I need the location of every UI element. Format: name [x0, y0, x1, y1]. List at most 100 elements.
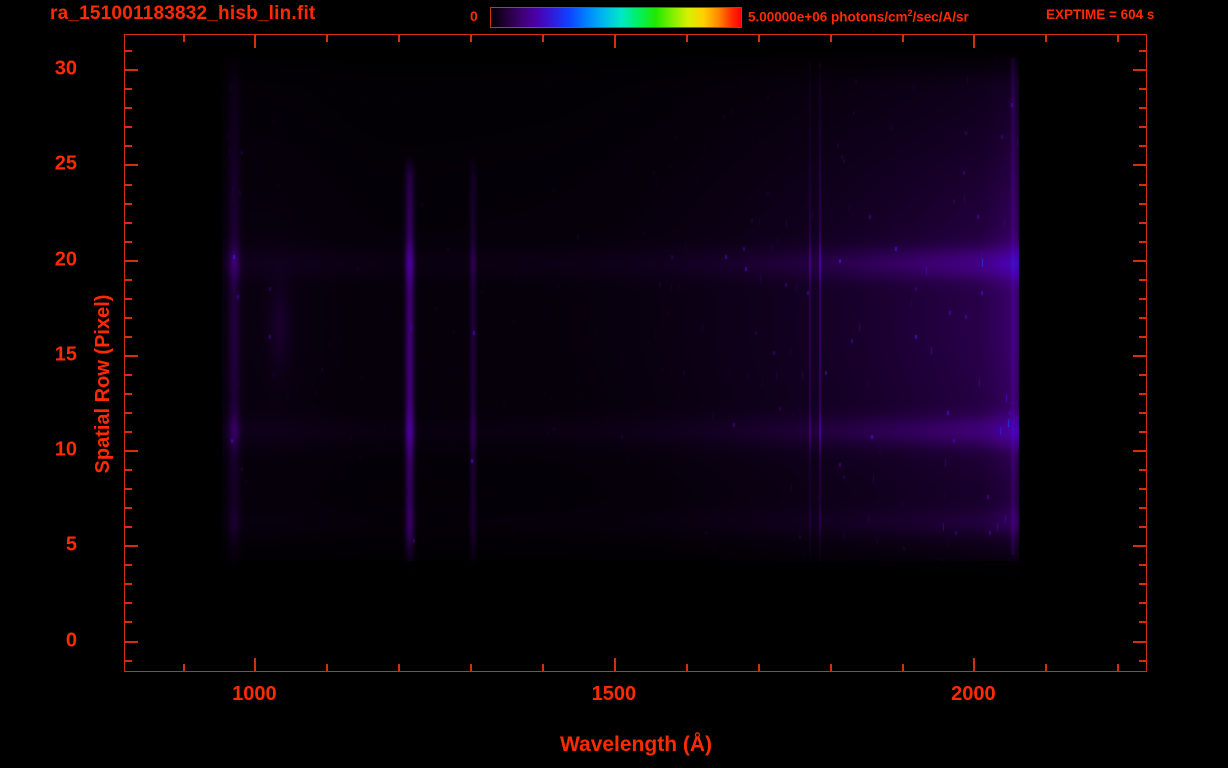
y-tick-minor [125, 126, 132, 129]
x-tick-label: 2000 [951, 683, 996, 705]
y-tick-minor [125, 107, 132, 110]
spectral-heatmap [125, 35, 1146, 671]
x-tick-minor-top [470, 35, 473, 42]
colorbar-min-label: 0 [470, 8, 478, 24]
y-tick-minor [125, 50, 132, 53]
y-tick-major-right [1133, 164, 1146, 167]
y-tick-minor-right [1139, 659, 1146, 662]
colorbar-gradient [490, 7, 742, 28]
y-tick-minor-right [1139, 488, 1146, 491]
y-tick-minor [125, 316, 132, 319]
y-tick-minor-right [1139, 297, 1146, 300]
x-tick-minor [829, 664, 832, 671]
y-tick-major-right [1133, 259, 1146, 262]
x-tick-minor-top [1117, 35, 1120, 42]
y-tick-major-right [1133, 450, 1146, 453]
x-axis-title: Wavelength (Å) [559, 733, 713, 756]
y-tick-minor [125, 431, 132, 434]
y-tick-minor-right [1139, 564, 1146, 567]
y-tick-minor [125, 202, 132, 205]
colorbar-max-label: 5.00000e+06 photons/cm2/sec/A/sr [748, 8, 969, 25]
y-tick-minor-right [1139, 278, 1146, 281]
y-tick-major-right [1133, 545, 1146, 548]
y-tick-major [125, 354, 138, 357]
y-tick-minor [125, 659, 132, 662]
y-tick-minor [125, 564, 132, 567]
y-tick-label: 20 [54, 248, 77, 271]
y-tick-minor [125, 88, 132, 91]
y-tick-minor-right [1139, 469, 1146, 472]
y-tick-minor-right [1139, 107, 1146, 110]
y-tick-minor-right [1139, 221, 1146, 224]
x-tick-minor-top [326, 35, 329, 42]
x-tick-minor-top [685, 35, 688, 42]
y-tick-minor [125, 145, 132, 148]
x-tick-major [973, 658, 976, 671]
y-tick-label: 30 [54, 57, 77, 80]
y-tick-minor [125, 526, 132, 529]
y-tick-minor [125, 412, 132, 415]
y-tick-minor [125, 240, 132, 243]
y-tick-label: 25 [54, 152, 77, 175]
file-title: ra_151001183832_hisb_lin.fit [50, 3, 316, 24]
y-tick-major [125, 450, 138, 453]
y-tick-minor-right [1139, 621, 1146, 624]
x-tick-major-top [254, 35, 257, 48]
y-tick-label: 0 [65, 629, 77, 652]
y-tick-minor-right [1139, 240, 1146, 243]
x-tick-minor-top [1045, 35, 1048, 42]
y-tick-major [125, 545, 138, 548]
y-tick-minor [125, 335, 132, 338]
y-tick-minor-right [1139, 602, 1146, 605]
x-tick-minor [901, 664, 904, 671]
x-tick-minor-top [398, 35, 401, 42]
x-tick-major-top [973, 35, 976, 48]
colorbar-max-value: 5.00000e+06 [748, 9, 828, 25]
y-tick-minor [125, 488, 132, 491]
y-tick-minor [125, 297, 132, 300]
y-tick-label: 10 [54, 438, 77, 461]
x-tick-minor [182, 664, 185, 671]
y-tick-minor-right [1139, 507, 1146, 510]
x-tick-minor-top [182, 35, 185, 42]
y-tick-major [125, 164, 138, 167]
exposure-time-label: EXPTIME = 604 s [1046, 7, 1155, 22]
plot-area [125, 35, 1146, 671]
y-tick-minor-right [1139, 583, 1146, 586]
y-tick-minor-right [1139, 202, 1146, 205]
y-tick-minor-right [1139, 316, 1146, 319]
y-tick-major [125, 259, 138, 262]
y-tick-minor-right [1139, 145, 1146, 148]
y-tick-minor-right [1139, 50, 1146, 53]
colorbar-units-suffix: /sec/A/sr [912, 9, 969, 25]
y-tick-major-right [1133, 354, 1146, 357]
x-tick-minor-top [901, 35, 904, 42]
x-tick-label: 1500 [591, 683, 637, 705]
y-tick-minor-right [1139, 392, 1146, 395]
y-tick-minor [125, 469, 132, 472]
colorbar-units-prefix: photons/cm [827, 9, 908, 25]
x-tick-label: 1000 [232, 683, 277, 705]
y-tick-minor [125, 392, 132, 395]
y-tick-minor-right [1139, 126, 1146, 129]
x-tick-minor [685, 664, 688, 671]
y-tick-major-right [1133, 640, 1146, 643]
x-tick-minor-top [829, 35, 832, 42]
y-tick-minor-right [1139, 88, 1146, 91]
y-tick-label: 15 [54, 343, 77, 366]
x-tick-minor [326, 664, 329, 671]
x-tick-minor [1045, 664, 1048, 671]
y-tick-minor [125, 507, 132, 510]
y-tick-major [125, 69, 138, 72]
y-tick-minor [125, 602, 132, 605]
y-tick-minor [125, 221, 132, 224]
y-tick-minor-right [1139, 183, 1146, 186]
x-tick-major-top [613, 35, 616, 48]
y-tick-minor [125, 621, 132, 624]
y-tick-major-right [1133, 69, 1146, 72]
x-tick-minor [757, 664, 760, 671]
x-tick-minor [542, 664, 545, 671]
x-tick-minor [1117, 664, 1120, 671]
x-tick-major [254, 658, 257, 671]
